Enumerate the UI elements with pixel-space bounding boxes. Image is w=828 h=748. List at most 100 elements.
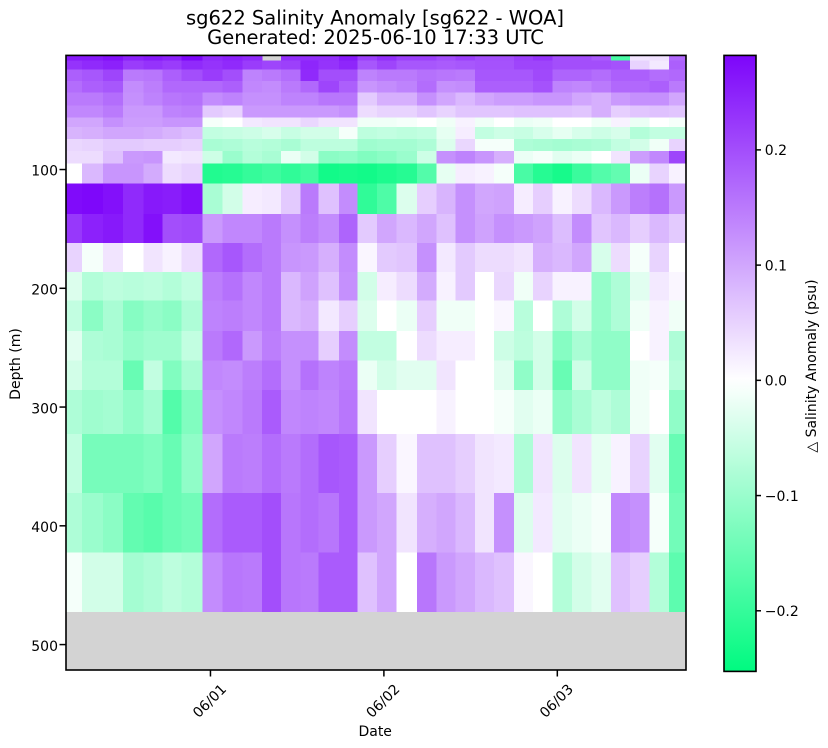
heatmap-cell (357, 117, 378, 128)
heatmap-cell (532, 183, 553, 215)
heatmap-cell (669, 390, 687, 435)
heatmap-cell (300, 117, 320, 128)
heatmap-cell (318, 126, 340, 140)
heatmap-cell (181, 117, 203, 128)
heatmap-cell (123, 92, 144, 106)
heatmap-cell (455, 213, 476, 244)
heatmap-cell (261, 300, 282, 332)
heatmap-cell (66, 183, 83, 215)
heatmap-cell (143, 139, 163, 152)
heatmap-cell (102, 492, 124, 553)
heatmap-cell (300, 390, 320, 435)
heatmap-cell (436, 434, 456, 494)
heatmap-cell (102, 242, 124, 273)
heatmap-cell (513, 105, 534, 118)
heatmap-cell (242, 126, 263, 140)
heatmap-cell (300, 434, 320, 494)
heatmap-cell (181, 60, 203, 70)
heatmap-cell (261, 552, 282, 613)
heatmap-cell (261, 434, 282, 494)
heatmap-cell (532, 69, 553, 82)
heatmap-cell (281, 139, 301, 152)
heatmap-cell (181, 183, 203, 215)
heatmap-cell (436, 151, 456, 164)
heatmap-cell (261, 92, 282, 106)
heatmap-cell (123, 151, 144, 164)
heatmap-cell (300, 92, 320, 106)
heatmap-cell (300, 492, 320, 553)
heatmap-cell (357, 213, 378, 244)
heatmap-cell (261, 126, 282, 140)
heatmap-cell (82, 139, 104, 152)
heatmap-cell (338, 390, 359, 435)
x-tick-label: 06/01 (190, 682, 230, 722)
heatmap-cell (261, 390, 282, 435)
heatmap-cell (181, 272, 203, 301)
heatmap-cell (82, 272, 104, 301)
heatmap-cell (474, 492, 495, 553)
heatmap-cell (532, 92, 553, 106)
heatmap-cell (455, 60, 476, 70)
heatmap-cell (396, 60, 418, 70)
heatmap-cell (669, 163, 687, 185)
heatmap-cell (222, 434, 243, 494)
heatmap-cell (143, 151, 163, 164)
heatmap-cell (162, 183, 182, 215)
heatmap-cell (82, 92, 104, 106)
heatmap-cell (181, 126, 203, 140)
heatmap-cell (649, 492, 670, 553)
heatmap-cell (82, 55, 104, 61)
heatmap-cell (552, 69, 573, 82)
heatmap-cell (513, 60, 534, 70)
heatmap-cell (474, 139, 495, 152)
heatmap-cell (261, 492, 282, 553)
heatmap-cell (474, 360, 495, 391)
heatmap-cell (222, 105, 243, 118)
heatmap-cell (494, 552, 515, 613)
heatmap-cell (102, 151, 124, 164)
heatmap-cell (123, 55, 144, 61)
heatmap-cell (669, 55, 687, 61)
heatmap-cell (513, 55, 534, 61)
heatmap-cell (649, 69, 670, 82)
heatmap-cell (102, 272, 124, 301)
heatmap-cell (281, 552, 301, 613)
heatmap-cell (416, 300, 437, 332)
heatmap-cell (102, 434, 124, 494)
heatmap-cell (222, 151, 243, 164)
heatmap-cell (181, 300, 203, 332)
heatmap-cell (338, 552, 359, 613)
heatmap-cell (300, 331, 320, 362)
heatmap-cell (436, 60, 456, 70)
heatmap-cell (376, 80, 397, 94)
heatmap-cell (591, 300, 612, 332)
heatmap-cell (513, 117, 534, 128)
heatmap-cell (357, 390, 378, 435)
heatmap-cell (513, 434, 534, 494)
heatmap-cell (571, 183, 592, 215)
heatmap-cell (376, 272, 397, 301)
heatmap-cell (222, 80, 243, 94)
heatmap-cell (669, 80, 687, 94)
heatmap-cell (376, 92, 397, 106)
heatmap-cell (591, 139, 612, 152)
heatmap-cell (396, 300, 418, 332)
heatmap-cell (552, 105, 573, 118)
heatmap-cell (143, 183, 163, 215)
heatmap-cell (102, 69, 124, 82)
heatmap-cell (669, 69, 687, 82)
heatmap-cell (532, 151, 553, 164)
heatmap-cell (455, 183, 476, 215)
heatmap-cell (611, 331, 631, 362)
heatmap-cell (571, 242, 592, 273)
heatmap-cell (649, 183, 670, 215)
heatmap-cell (532, 60, 553, 70)
heatmap-cell (82, 126, 104, 140)
heatmap-cell (222, 242, 243, 273)
heatmap-cell (494, 55, 515, 61)
heatmap-cell (123, 331, 144, 362)
heatmap-cell (552, 92, 573, 106)
heatmap-cell (571, 300, 592, 332)
heatmap-cell (318, 183, 340, 215)
heatmap-cell (202, 492, 223, 553)
